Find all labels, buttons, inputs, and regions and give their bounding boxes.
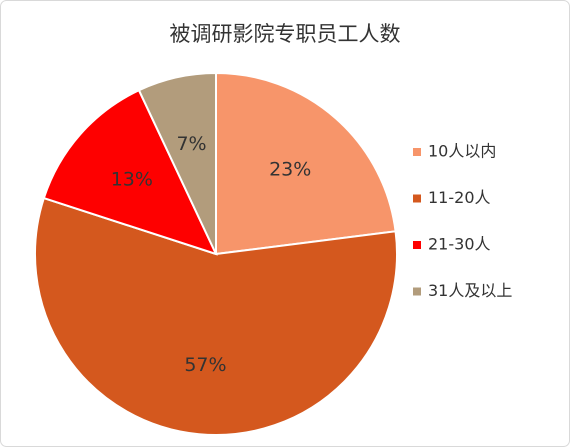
data-label: 57% xyxy=(184,354,226,376)
legend-label: 31人及以上 xyxy=(428,281,512,300)
chart-title: 被调研影院专职员工人数 xyxy=(170,22,401,46)
legend-label: 10人以内 xyxy=(428,142,496,161)
pie-slice xyxy=(137,71,217,255)
data-label: 7% xyxy=(176,133,206,155)
legend-swatch xyxy=(413,287,421,296)
legend-swatch xyxy=(413,194,421,203)
legend-swatch xyxy=(413,241,421,249)
pie-slice xyxy=(215,71,397,256)
legend-swatch xyxy=(413,148,421,156)
data-label: 23% xyxy=(269,158,311,180)
legend-label: 11-20人 xyxy=(428,188,491,207)
pie-slice xyxy=(42,88,218,256)
pie-slice xyxy=(34,196,398,436)
data-label: 13% xyxy=(111,168,153,190)
legend-label: 21-30人 xyxy=(428,235,491,254)
